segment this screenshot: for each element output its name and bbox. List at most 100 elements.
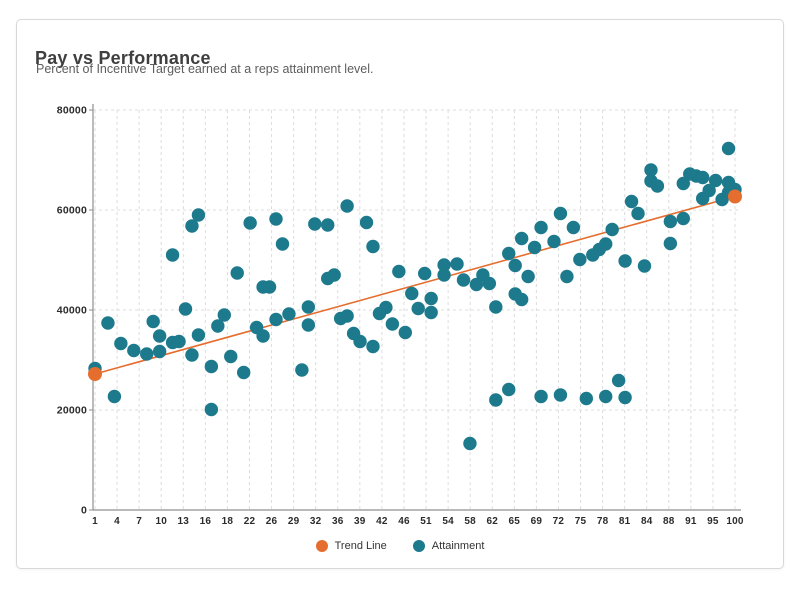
scatter-point[interactable] bbox=[605, 222, 619, 237]
scatter-point[interactable] bbox=[502, 246, 516, 261]
scatter-point[interactable] bbox=[146, 314, 160, 329]
scatter-point[interactable] bbox=[140, 347, 154, 361]
scatter-point[interactable] bbox=[534, 389, 548, 404]
scatter-point[interactable] bbox=[456, 273, 471, 287]
scatter-point[interactable] bbox=[101, 316, 115, 330]
scatter-point[interactable] bbox=[650, 179, 665, 193]
scatter-point[interactable] bbox=[637, 259, 652, 273]
scatter-point[interactable] bbox=[424, 291, 438, 306]
scatter-point[interactable] bbox=[411, 301, 425, 316]
scatter-point[interactable] bbox=[469, 277, 484, 292]
scatter-point[interactable] bbox=[152, 329, 167, 343]
scatter-point[interactable] bbox=[489, 300, 503, 314]
scatter-point[interactable] bbox=[301, 318, 316, 332]
scatter-point[interactable] bbox=[256, 329, 270, 343]
scatter-point[interactable] bbox=[172, 334, 186, 349]
scatter-point[interactable] bbox=[721, 141, 736, 156]
scatter-point[interactable] bbox=[573, 252, 587, 267]
scatter-point[interactable] bbox=[437, 268, 451, 282]
scatter-point[interactable] bbox=[502, 382, 516, 397]
scatter-point[interactable] bbox=[417, 266, 432, 281]
scatter-point[interactable] bbox=[579, 391, 594, 406]
scatter-point[interactable] bbox=[204, 359, 219, 374]
scatter-point[interactable] bbox=[514, 231, 529, 246]
scatter-point[interactable] bbox=[301, 300, 316, 314]
scatter-point[interactable] bbox=[340, 199, 354, 213]
scatter-point[interactable] bbox=[566, 220, 581, 235]
scatter-point[interactable] bbox=[107, 389, 122, 404]
scatter-point[interactable] bbox=[527, 240, 542, 255]
scatter-point[interactable] bbox=[676, 176, 690, 191]
scatter-point[interactable] bbox=[308, 217, 322, 231]
scatter-point[interactable] bbox=[450, 257, 464, 271]
scatter-point[interactable] bbox=[631, 206, 645, 221]
scatter-point[interactable] bbox=[217, 308, 231, 322]
scatter-point[interactable] bbox=[398, 325, 413, 340]
scatter-point[interactable] bbox=[353, 334, 367, 349]
scatter-point[interactable] bbox=[482, 276, 497, 291]
legend-item-attainment[interactable]: Attainment bbox=[412, 540, 484, 552]
scatter-point[interactable] bbox=[644, 163, 658, 177]
scatter-point[interactable] bbox=[514, 292, 529, 307]
scatter-point[interactable] bbox=[553, 206, 568, 221]
scatter-point[interactable] bbox=[437, 258, 451, 272]
legend-item-trend-line[interactable]: Trend Line bbox=[315, 540, 387, 552]
scatter-point[interactable] bbox=[152, 344, 167, 359]
scatter-point[interactable] bbox=[321, 218, 335, 232]
scatter-point[interactable] bbox=[340, 309, 354, 323]
scatter-point[interactable] bbox=[385, 317, 400, 331]
scatter-point[interactable] bbox=[359, 215, 374, 230]
scatter-point[interactable] bbox=[676, 211, 690, 226]
scatter-point[interactable] bbox=[204, 402, 219, 417]
scatter-point[interactable] bbox=[489, 393, 503, 407]
scatter-point[interactable] bbox=[508, 258, 522, 273]
chart-legend: Trend Line Attainment bbox=[0, 540, 800, 552]
scatter-point[interactable] bbox=[211, 319, 225, 333]
scatter-point[interactable] bbox=[366, 339, 380, 354]
scatter-point[interactable] bbox=[327, 268, 341, 282]
scatter-point[interactable] bbox=[185, 219, 199, 233]
trend-endpoint[interactable] bbox=[88, 367, 102, 381]
scatter-point[interactable] bbox=[663, 236, 678, 251]
trend-endpoint[interactable] bbox=[728, 189, 742, 204]
scatter-point[interactable] bbox=[230, 266, 244, 280]
scatter-point[interactable] bbox=[708, 173, 723, 188]
scatter-point[interactable] bbox=[521, 269, 535, 284]
scatter-point[interactable] bbox=[599, 389, 613, 404]
scatter-point[interactable] bbox=[269, 212, 283, 226]
scatter-point[interactable] bbox=[702, 183, 716, 198]
scatter-point[interactable] bbox=[295, 363, 309, 377]
scatter-point[interactable] bbox=[114, 336, 128, 351]
scatter-point[interactable] bbox=[405, 286, 419, 301]
scatter-point[interactable] bbox=[547, 234, 561, 249]
scatter-point[interactable] bbox=[224, 349, 238, 364]
scatter-point[interactable] bbox=[185, 348, 199, 362]
scatter-point[interactable] bbox=[269, 312, 283, 327]
scatter-point[interactable] bbox=[191, 328, 206, 342]
scatter-point[interactable] bbox=[534, 220, 548, 235]
scatter-point[interactable] bbox=[127, 343, 141, 358]
scatter-point[interactable] bbox=[599, 237, 613, 251]
scatter-point[interactable] bbox=[695, 170, 710, 185]
scatter-point[interactable] bbox=[262, 280, 277, 294]
scatter-point[interactable] bbox=[611, 373, 626, 388]
scatter-point[interactable] bbox=[624, 194, 639, 209]
scatter-point[interactable] bbox=[424, 305, 438, 320]
scatter-point[interactable] bbox=[165, 248, 180, 262]
scatter-point[interactable] bbox=[275, 237, 290, 251]
scatter-point[interactable] bbox=[236, 365, 251, 380]
scatter-point[interactable] bbox=[379, 300, 393, 315]
scatter-point[interactable] bbox=[392, 264, 406, 279]
trend-line-legend-dot-icon bbox=[315, 540, 328, 552]
scatter-point[interactable] bbox=[366, 239, 380, 254]
scatter-point[interactable] bbox=[243, 216, 257, 230]
scatter-point[interactable] bbox=[282, 307, 296, 321]
scatter-point[interactable] bbox=[463, 436, 477, 451]
scatter-point[interactable] bbox=[663, 214, 678, 229]
scatter-point[interactable] bbox=[560, 269, 574, 284]
scatter-point[interactable] bbox=[618, 254, 632, 268]
scatter-point[interactable] bbox=[553, 388, 568, 402]
scatter-point[interactable] bbox=[618, 390, 632, 405]
scatter-point[interactable] bbox=[191, 208, 206, 222]
scatter-point[interactable] bbox=[178, 302, 193, 316]
